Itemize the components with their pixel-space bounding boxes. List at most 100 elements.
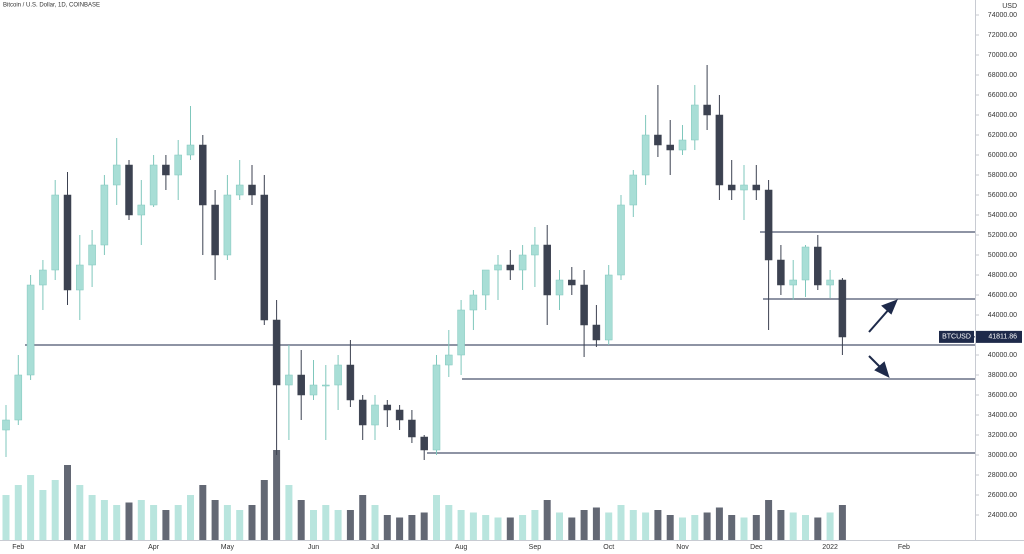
volume-bar bbox=[629, 510, 637, 540]
x-tick-label: Nov bbox=[676, 544, 689, 551]
y-tick-label: 58000.00 bbox=[988, 172, 1017, 179]
candle-body bbox=[752, 184, 761, 191]
y-tick-label: 62000.00 bbox=[988, 132, 1017, 139]
candle-body bbox=[445, 354, 453, 366]
volume-bar bbox=[482, 515, 490, 540]
volume-bar bbox=[728, 515, 736, 540]
candle-body bbox=[826, 279, 834, 286]
x-tick-label: Mar bbox=[74, 544, 87, 551]
volume-bar bbox=[715, 507, 723, 540]
volume-bar bbox=[14, 485, 22, 540]
candle-body bbox=[186, 144, 195, 156]
volume-bar bbox=[703, 512, 711, 540]
volume-bar bbox=[494, 517, 502, 540]
y-tick-label: 30000.00 bbox=[988, 452, 1017, 459]
candle-body bbox=[358, 399, 367, 426]
volume-bar bbox=[51, 480, 59, 540]
volume-bar bbox=[691, 515, 699, 540]
candle-body bbox=[39, 269, 47, 286]
volume-bar bbox=[396, 517, 404, 540]
candle-body bbox=[26, 284, 35, 376]
candle-body bbox=[568, 279, 576, 286]
volume-bar bbox=[765, 500, 773, 540]
y-tick-label: 64000.00 bbox=[988, 112, 1017, 119]
volume-bar bbox=[125, 502, 133, 540]
x-tick-label: Feb bbox=[898, 544, 910, 551]
y-tick-label: 26000.00 bbox=[988, 492, 1017, 499]
y-tick-label: 68000.00 bbox=[988, 72, 1017, 79]
volume-bar bbox=[2, 495, 10, 540]
candle-body bbox=[112, 164, 121, 186]
x-tick-label: 2022 bbox=[822, 544, 838, 551]
candle-body bbox=[285, 374, 293, 386]
volume-bar bbox=[260, 480, 268, 540]
candle-layer bbox=[2, 65, 847, 460]
volume-bar bbox=[211, 500, 219, 540]
y-tick-label: 54000.00 bbox=[988, 212, 1017, 219]
volume-bar bbox=[556, 512, 563, 540]
volume-bar bbox=[740, 517, 748, 540]
candle-body bbox=[740, 184, 748, 191]
last-price-label: BTCUSD bbox=[942, 334, 971, 341]
y-tick-label: 34000.00 bbox=[988, 412, 1017, 419]
candle-body bbox=[838, 279, 847, 338]
candle-body bbox=[223, 194, 232, 256]
x-tick-label: Jul bbox=[371, 544, 380, 551]
y-tick-label: 56000.00 bbox=[988, 192, 1017, 199]
volume-bar bbox=[273, 450, 281, 540]
candle-body bbox=[14, 374, 23, 421]
y-tick-label: 50000.00 bbox=[988, 252, 1017, 259]
volume-bar bbox=[27, 475, 35, 540]
candle-body bbox=[580, 284, 588, 326]
axis-layer: 24000.00 26000.00 28000.00 30000.00 32000.00… bbox=[12, 12, 1022, 551]
candle-body bbox=[457, 309, 465, 356]
arrow-up-head bbox=[881, 299, 898, 315]
candle-body bbox=[691, 104, 699, 141]
axis-unit: USD bbox=[1002, 3, 1017, 10]
volume-layer bbox=[2, 450, 846, 540]
volume-bar bbox=[519, 515, 527, 540]
y-tick-label: 28000.00 bbox=[988, 472, 1017, 479]
volume-bar bbox=[802, 515, 809, 540]
y-tick-label: 44000.00 bbox=[988, 312, 1017, 319]
x-tick-label: Aug bbox=[455, 544, 468, 551]
volume-bar bbox=[789, 512, 797, 540]
y-tick-label: 72000.00 bbox=[988, 32, 1017, 39]
x-tick-label: Jun bbox=[308, 544, 319, 551]
candle-body bbox=[395, 409, 404, 421]
candle-body bbox=[125, 164, 133, 216]
candle-body bbox=[420, 436, 428, 451]
x-tick-label: Feb bbox=[12, 544, 24, 551]
volume-bar bbox=[39, 490, 47, 540]
arrow-down-head bbox=[874, 361, 890, 378]
volume-bar bbox=[322, 505, 330, 540]
volume-bar bbox=[408, 515, 416, 540]
y-tick-label: 74000.00 bbox=[988, 12, 1017, 19]
volume-bar bbox=[543, 500, 551, 540]
volume-bar bbox=[113, 505, 121, 540]
volume-bar bbox=[64, 465, 71, 540]
y-tick-label: 70000.00 bbox=[988, 52, 1017, 59]
candle-body bbox=[137, 204, 146, 216]
candle-body bbox=[518, 254, 527, 271]
candle-body bbox=[297, 374, 305, 396]
candle-body bbox=[777, 259, 785, 286]
volume-bar bbox=[617, 505, 625, 540]
candle-body bbox=[432, 364, 441, 451]
candle-body bbox=[2, 419, 10, 431]
candle-body bbox=[641, 134, 650, 176]
candle-body bbox=[666, 144, 674, 151]
candle-body bbox=[629, 174, 638, 206]
volume-bar bbox=[383, 515, 391, 540]
candle-body bbox=[764, 189, 773, 261]
volume-bar bbox=[777, 510, 785, 540]
candle-body bbox=[51, 194, 59, 271]
candle-body bbox=[469, 294, 478, 311]
candle-body bbox=[346, 364, 355, 401]
candle-body bbox=[76, 264, 84, 291]
x-tick-label: Sep bbox=[529, 544, 542, 551]
volume-bar bbox=[162, 510, 170, 540]
